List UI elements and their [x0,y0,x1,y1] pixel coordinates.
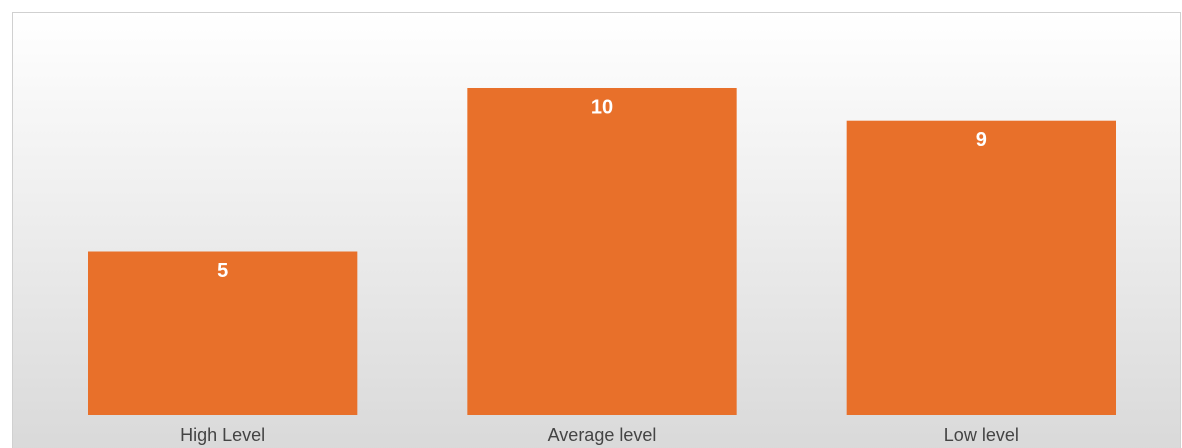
data-label: 10 [591,96,613,118]
data-label: 9 [976,129,987,151]
bar [846,120,1116,415]
x-tick-label: Average level [548,425,657,445]
x-tick-label: High Level [180,425,265,445]
bar [88,251,358,415]
data-label: 5 [217,260,228,282]
x-tick-label: Low level [944,425,1019,445]
bar [467,88,737,415]
